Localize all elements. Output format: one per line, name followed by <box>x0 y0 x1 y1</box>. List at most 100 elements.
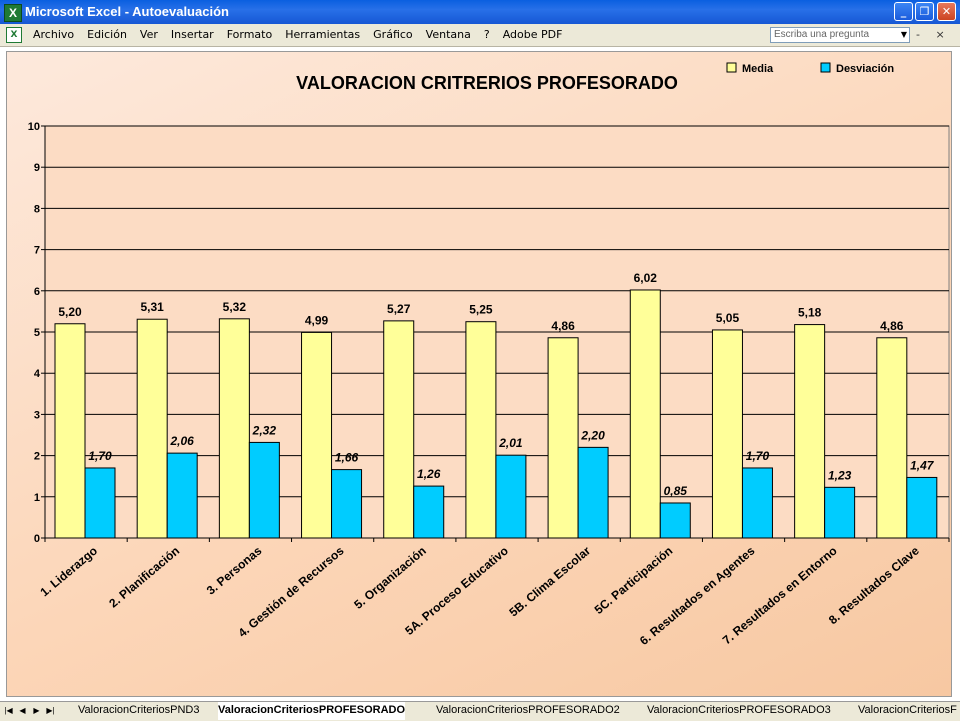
first-sheet-button[interactable]: |◀ <box>4 706 13 715</box>
bar-chart[interactable]: VALORACION CRITRERIOS PROFESORADO Media De… <box>7 52 951 696</box>
chart-area[interactable]: VALORACION CRITRERIOS PROFESORADO Media De… <box>6 51 952 697</box>
data-label: 5,05 <box>716 311 740 325</box>
next-sheet-button[interactable]: ▶ <box>33 706 40 715</box>
bar-desviacion <box>331 469 363 539</box>
menu-item[interactable]: Insertar <box>170 28 214 41</box>
data-label: 6,02 <box>634 271 658 285</box>
y-tick-label: 4 <box>34 368 41 380</box>
bar-desviacion <box>906 476 938 539</box>
sheet-tab-bar: |◀ ◀ ▶ ▶| ValoracionCriteriosPND3 Valorac… <box>0 701 960 721</box>
bar-media <box>383 320 415 539</box>
data-label: 5,27 <box>387 302 411 316</box>
y-tick-label: 8 <box>34 203 40 215</box>
chart-title: VALORACION CRITRERIOS PROFESORADO <box>296 73 678 93</box>
menu-item[interactable]: Ver <box>139 28 158 41</box>
menu-item[interactable]: ? <box>483 28 490 41</box>
menu-item[interactable]: Ventana <box>425 28 471 41</box>
menu-item[interactable]: Herramientas <box>285 28 361 41</box>
bar-media <box>711 329 743 539</box>
y-tick-label: 3 <box>34 409 40 421</box>
data-label: 2,32 <box>252 423 277 437</box>
sheet-tab[interactable]: ValoracionCriteriosPND3 <box>78 704 200 716</box>
data-label: 0,85 <box>664 484 688 498</box>
menu-item[interactable]: Adobe PDF <box>502 28 563 41</box>
y-tick-label: 7 <box>34 245 40 257</box>
menu-item[interactable]: Formato <box>226 28 273 41</box>
y-tick-label: 2 <box>34 451 40 463</box>
data-label: 5,31 <box>141 300 165 314</box>
legend-label: Media <box>742 63 774 75</box>
menu-bar: X Archivo Edición Ver Insertar Formato Herram… <box>0 24 960 47</box>
menu-item[interactable]: Archivo <box>33 28 75 41</box>
sheet-tab-active[interactable]: ValoracionCriteriosPROFESORADO <box>218 702 406 720</box>
prev-sheet-button[interactable]: ◀ <box>19 706 26 715</box>
bar-desviacion <box>824 486 856 539</box>
category-label: 8. Resultados Clave <box>826 543 922 627</box>
bar-desviacion <box>659 502 691 539</box>
bar-desviacion <box>577 446 609 539</box>
bar-media <box>301 331 333 539</box>
chevron-down-icon[interactable]: ▼ <box>900 30 908 39</box>
bar-media <box>54 323 86 539</box>
title-bar: X Microsoft Excel - Autoevaluación _ ❐ ✕ <box>0 0 960 24</box>
window-title: Microsoft Excel - Autoevaluación <box>25 4 229 19</box>
data-label: 4,99 <box>305 313 329 327</box>
bar-desviacion <box>166 452 198 539</box>
bar-desviacion <box>741 467 773 539</box>
category-label: 5. Organización <box>351 544 428 612</box>
category-label: 1. Liderazgo <box>37 544 100 600</box>
category-label: 5C. Participación <box>592 544 676 617</box>
data-label: 5,18 <box>798 306 822 320</box>
data-label: 1,70 <box>746 449 770 463</box>
y-tick-label: 1 <box>34 492 40 504</box>
y-tick-label: 5 <box>34 327 40 339</box>
minimize-button[interactable]: _ <box>894 2 913 21</box>
y-tick-label: 9 <box>34 162 40 174</box>
category-label: 2. Planificación <box>106 544 182 611</box>
y-tick-label: 0 <box>34 533 40 545</box>
maximize-button[interactable]: ❐ <box>915 2 934 21</box>
data-label: 2,20 <box>580 428 605 442</box>
bar-desviacion <box>84 467 116 539</box>
data-label: 1,26 <box>417 467 441 481</box>
data-label: 4,86 <box>551 319 575 333</box>
data-label: 5,20 <box>58 305 82 319</box>
bar-media <box>629 289 661 539</box>
bar-media <box>136 318 168 539</box>
data-label: 1,23 <box>828 468 852 482</box>
menu-item[interactable]: Gráfico <box>373 28 413 41</box>
bar-media <box>465 321 497 539</box>
sheet-tab[interactable]: ValoracionCriteriosF <box>858 704 957 716</box>
bar-media <box>547 337 579 539</box>
y-tick-label: 10 <box>28 121 40 133</box>
sheet-tab[interactable]: ValoracionCriteriosPROFESORADO3 <box>647 704 831 716</box>
data-label: 2,01 <box>498 436 523 450</box>
ask-question-input[interactable]: Escriba una pregunta <box>770 27 910 43</box>
data-label: 1,47 <box>910 458 935 472</box>
y-tick-label: 6 <box>34 286 40 298</box>
sheet-tab[interactable]: ValoracionCriteriosPROFESORADO2 <box>436 704 620 716</box>
data-label: 5,25 <box>469 303 493 317</box>
document-icon[interactable]: X <box>6 27 22 43</box>
bar-media <box>794 324 826 539</box>
legend-swatch <box>820 62 831 73</box>
last-sheet-button[interactable]: ▶| <box>46 706 55 715</box>
data-label: 5,32 <box>223 300 247 314</box>
bar-media <box>876 337 908 539</box>
bar-media <box>218 318 250 539</box>
category-label: 5B. Clima Escolar <box>506 543 593 619</box>
menu-item[interactable]: Edición <box>87 28 127 41</box>
close-button[interactable]: ✕ <box>937 2 956 21</box>
bar-desviacion <box>248 441 280 539</box>
menu-list: Archivo Edición Ver Insertar Formato Herramie… <box>33 28 575 41</box>
document-window-controls[interactable]: - × <box>916 28 951 41</box>
excel-icon: X <box>4 4 22 22</box>
category-label: 3. Personas <box>204 543 265 597</box>
data-label: 1,70 <box>88 449 112 463</box>
data-label: 1,66 <box>335 451 359 465</box>
legend-swatch <box>726 62 737 73</box>
bar-desviacion <box>495 454 527 539</box>
legend-label: Desviación <box>836 63 894 75</box>
data-label: 2,06 <box>170 434 195 448</box>
data-label: 4,86 <box>880 319 904 333</box>
